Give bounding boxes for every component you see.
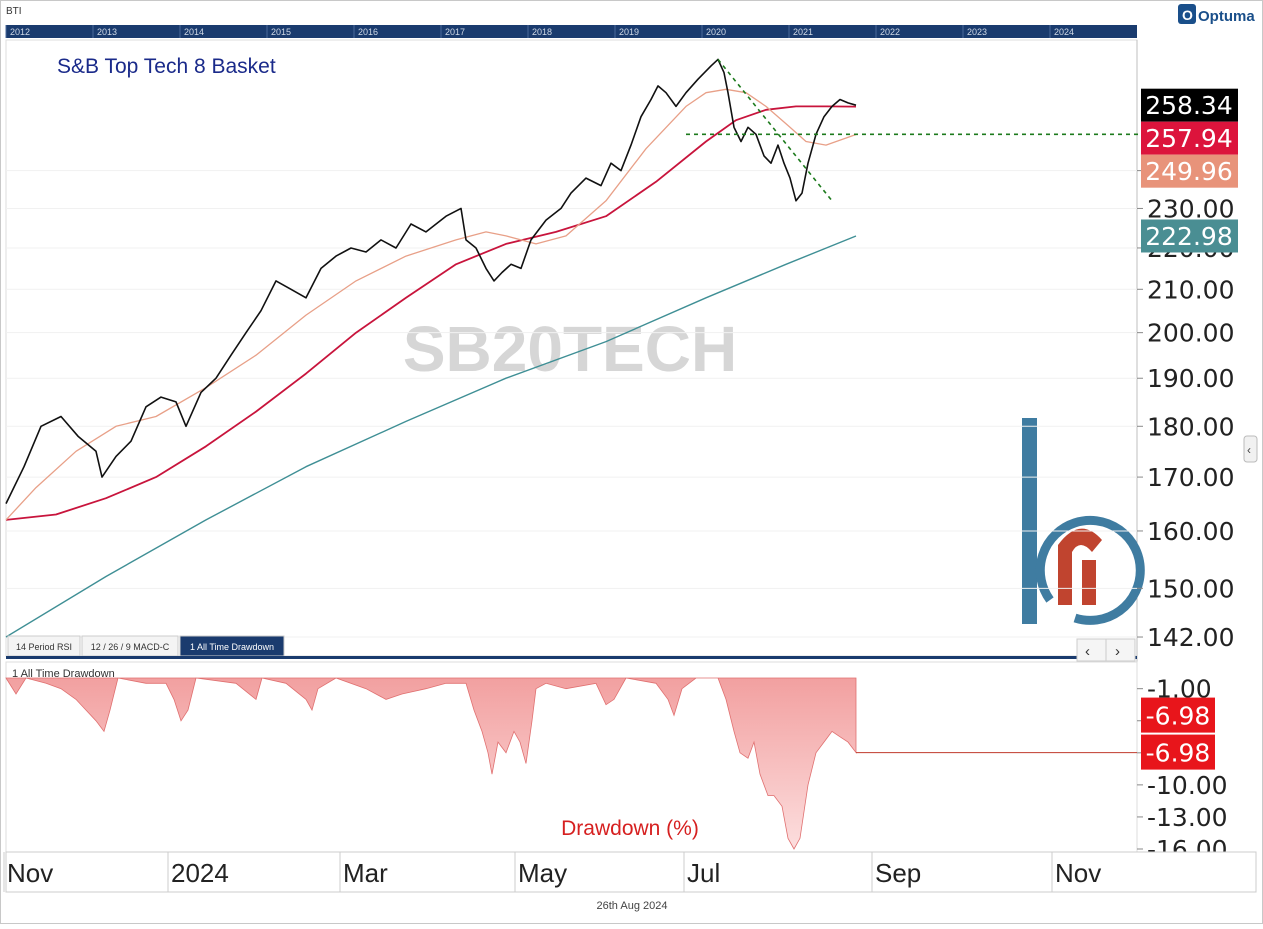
b-logo-icon xyxy=(1022,418,1145,625)
tab-label: 12 / 26 / 9 MACD-C xyxy=(91,642,170,652)
y-tick-label: 180.00 xyxy=(1147,412,1234,441)
overview-year-label: 2020 xyxy=(706,27,726,37)
symbol-label: BTI xyxy=(6,6,22,17)
y-tick-label: 142.00 xyxy=(1147,623,1234,652)
panel-collapse-handle[interactable] xyxy=(1243,435,1258,463)
overview-year-label: 2017 xyxy=(445,27,465,37)
scroll-left-button[interactable]: ‹ xyxy=(1085,643,1090,660)
overview-years: 2012 2013 2014 2015 2016 2017 2018 2019 2020 2021… xyxy=(5,25,1074,38)
x-tick-label: 2024 xyxy=(171,858,229,888)
x-tick-label: Sep xyxy=(875,858,921,888)
last-value-label: 222.98 xyxy=(1145,222,1232,251)
footer-date: 26th Aug 2024 xyxy=(597,900,668,912)
x-tick-label: May xyxy=(518,858,567,888)
y-tick-label: 210.00 xyxy=(1147,275,1234,304)
main-chart-title: S&B Top Tech 8 Basket xyxy=(57,55,276,78)
overview-year-label: 2021 xyxy=(793,27,813,37)
y-tick-label: 190.00 xyxy=(1147,364,1234,393)
dd-last-value-marker xyxy=(1141,697,1215,733)
overview-year-label: 2016 xyxy=(358,27,378,37)
last-value-marker xyxy=(1141,154,1238,188)
y-tick-label: 170.00 xyxy=(1147,463,1234,492)
optuma-logo-glyph: O xyxy=(1182,7,1193,23)
drawdown-series xyxy=(5,677,1137,850)
scroll-right-button[interactable]: › xyxy=(1115,643,1120,660)
x-tick-label: Nov xyxy=(1055,858,1101,888)
dd-y-tick-label: -13.00 xyxy=(1147,803,1228,832)
overview-year-label: 2023 xyxy=(967,27,987,37)
overview-year-label: 2015 xyxy=(271,27,291,37)
y-tick-label: 150.00 xyxy=(1147,574,1234,603)
overview-year-label: 2022 xyxy=(880,27,900,37)
dd-last-value-label: -6.98 xyxy=(1146,739,1211,768)
dd-last-value-marker xyxy=(1141,734,1215,770)
tab-divider xyxy=(6,656,1137,659)
last-value-label: 249.96 xyxy=(1145,157,1232,186)
main-grid xyxy=(6,170,1137,638)
chevron-left-icon: ‹ xyxy=(1247,443,1251,457)
dd-y-tick-label: -10.00 xyxy=(1147,771,1228,800)
tab-label: 1 All Time Drawdown xyxy=(190,642,274,652)
x-tick-label: Nov xyxy=(7,858,53,888)
main-last-value-markers: 258.34 257.94 249.96 222.98 xyxy=(1141,88,1238,253)
overview-year-label: 2013 xyxy=(97,27,117,37)
series-ma-short xyxy=(5,88,857,521)
x-axis-labels: Nov 2024 Mar May Jul Sep Nov xyxy=(3,852,1101,892)
brand-label: Optuma xyxy=(1198,8,1255,25)
trendline-1[interactable] xyxy=(717,58,833,202)
tab-label: 14 Period RSI xyxy=(16,642,72,652)
last-value-label: 257.94 xyxy=(1145,124,1232,153)
x-tick-label: Mar xyxy=(343,858,388,888)
dd-last-value-label: -6.98 xyxy=(1146,702,1211,731)
overview-year-label: 2018 xyxy=(532,27,552,37)
indicator-tabs: 14 Period RSI 12 / 26 / 9 MACD-C 1 All Tim… xyxy=(7,635,285,657)
drawdown-annotation: Drawdown (%) xyxy=(561,817,699,840)
overview-year-label: 2014 xyxy=(184,27,204,37)
overview-bar[interactable] xyxy=(6,25,1137,38)
optuma-logo-icon xyxy=(1178,4,1196,24)
last-value-marker xyxy=(1141,88,1238,122)
y-tick-label: 200.00 xyxy=(1147,319,1234,348)
series-price xyxy=(5,58,857,504)
watermark: SB20TECH xyxy=(403,313,737,385)
main-series xyxy=(5,58,1146,638)
y-tick-label: 230.00 xyxy=(1147,194,1234,223)
x-tick-label: Jul xyxy=(687,858,720,888)
overview-year-label: 2012 xyxy=(10,27,30,37)
last-value-marker xyxy=(1141,121,1238,155)
last-value-marker xyxy=(1141,219,1238,253)
drawdown-last-value-markers: -6.98 -6.98 xyxy=(1141,697,1215,770)
overview-year-label: 2024 xyxy=(1054,27,1074,37)
time-axis xyxy=(5,851,1257,893)
overview-year-label: 2019 xyxy=(619,27,639,37)
drawdown-panel-title: 1 All Time Drawdown xyxy=(12,668,115,680)
drawdown-area xyxy=(5,677,857,850)
y-tick-label: 160.00 xyxy=(1147,517,1234,546)
series-ma-long xyxy=(5,235,857,638)
last-value-label: 258.34 xyxy=(1145,91,1232,120)
